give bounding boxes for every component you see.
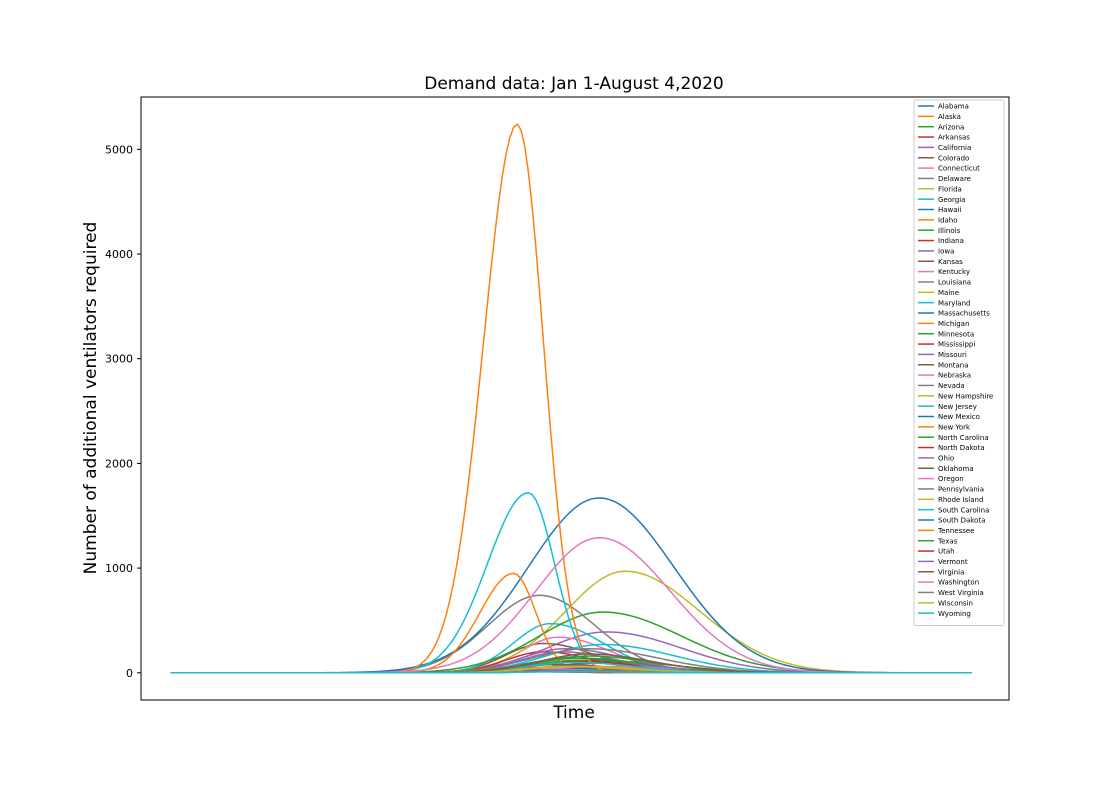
legend-label: Nevada	[938, 382, 965, 390]
y-tick-label: 1000	[105, 562, 133, 575]
legend-label: North Carolina	[938, 434, 989, 442]
legend-label: Idaho	[938, 216, 958, 224]
legend-label: Hawaii	[938, 206, 962, 214]
legend-label: Kansas	[938, 258, 963, 266]
legend-label: Pennsylvania	[938, 486, 984, 494]
plot-frame	[140, 96, 1010, 701]
legend-label: South Dakota	[938, 517, 985, 525]
legend-label: South Carolina	[938, 506, 989, 514]
legend-label: Alabama	[938, 103, 969, 111]
legend-label: Montana	[938, 361, 969, 369]
y-axis-label: Number of additional ventilators require…	[81, 222, 101, 575]
legend-label: Florida	[938, 185, 962, 193]
legend-label: Mississippi	[938, 341, 975, 349]
legend-label: Missouri	[938, 351, 967, 359]
legend-label: Wisconsin	[938, 599, 973, 607]
legend-label: West Virginia	[938, 589, 984, 597]
legend-label: Michigan	[938, 320, 969, 328]
legend-label: Louisiana	[938, 279, 971, 287]
legend-label: Utah	[938, 548, 955, 556]
legend-label: Delaware	[938, 175, 971, 183]
y-tick-label: 0	[126, 667, 133, 680]
legend-label: Tennessee	[937, 527, 974, 535]
legend-label: New York	[938, 423, 971, 431]
legend-label: North Dakota	[938, 444, 985, 452]
chart-title: Demand data: Jan 1-August 4,2020	[424, 74, 723, 94]
legend-label: Texas	[937, 537, 958, 545]
legend-label: Virginia	[938, 568, 964, 576]
legend-label: Oregon	[938, 475, 964, 483]
y-tick-label: 5000	[105, 143, 133, 156]
y-tick-label: 2000	[105, 457, 133, 470]
legend-label: Maryland	[938, 299, 970, 307]
legend-label: California	[938, 144, 971, 152]
legend-label: Wyoming	[938, 610, 971, 618]
legend-label: Vermont	[938, 558, 968, 566]
plot-area: 0 1000 2000 3000 4000 5000	[105, 96, 1010, 701]
legend-label: New Hampshire	[938, 392, 993, 400]
legend-label: Alaska	[938, 113, 961, 121]
legend-label: Massachusetts	[938, 310, 990, 318]
y-tick-label: 4000	[105, 248, 133, 261]
legend-box	[913, 99, 1005, 626]
y-axis: 0 1000 2000 3000 4000 5000	[105, 143, 141, 680]
legend-label: Illinois	[938, 227, 961, 235]
legend: Alabama Alaska Arizona Arkansas California Co…	[913, 99, 1005, 626]
x-axis-label: Time	[552, 703, 595, 723]
legend-label: Washington	[938, 579, 979, 587]
series-layer	[170, 123, 972, 674]
series-line-wyoming	[170, 670, 972, 674]
y-tick-label: 3000	[105, 353, 133, 366]
legend-label: Rhode Island	[938, 496, 983, 504]
legend-label: Maine	[938, 289, 959, 297]
legend-label: Colorado	[938, 154, 969, 162]
legend-label: Indiana	[938, 237, 964, 245]
legend-label: Oklahoma	[938, 465, 974, 473]
legend-label: Minnesota	[938, 330, 974, 338]
legend-label: Georgia	[938, 196, 965, 204]
legend-label: Connecticut	[938, 165, 980, 173]
legend-label: Ohio	[938, 455, 954, 463]
legend-label: Iowa	[938, 248, 954, 256]
legend-label: New Mexico	[938, 413, 980, 421]
legend-label: Kentucky	[938, 268, 970, 276]
legend-label: Arkansas	[938, 134, 970, 142]
legend-label: Arizona	[938, 123, 964, 131]
legend-label: New Jersey	[938, 403, 977, 411]
legend-label: Nebraska	[938, 372, 971, 380]
